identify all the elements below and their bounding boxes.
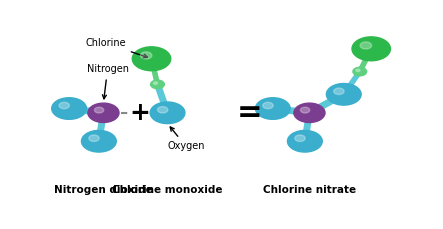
- Circle shape: [59, 102, 70, 109]
- Circle shape: [288, 131, 322, 152]
- Circle shape: [52, 98, 86, 119]
- Text: +: +: [130, 101, 151, 125]
- Circle shape: [263, 102, 273, 109]
- Circle shape: [94, 107, 104, 113]
- Text: Nitrogen dioxide: Nitrogen dioxide: [54, 185, 153, 195]
- Circle shape: [353, 67, 367, 76]
- Circle shape: [88, 103, 119, 123]
- Circle shape: [326, 84, 361, 105]
- Circle shape: [82, 131, 116, 152]
- Circle shape: [151, 80, 164, 89]
- Text: Nitrogen: Nitrogen: [86, 64, 128, 99]
- Circle shape: [256, 98, 290, 119]
- Circle shape: [360, 42, 372, 49]
- Text: Chlorine nitrate: Chlorine nitrate: [263, 185, 356, 195]
- Text: =: =: [237, 98, 263, 127]
- Circle shape: [89, 135, 99, 142]
- Circle shape: [150, 102, 185, 124]
- Circle shape: [352, 37, 390, 61]
- Circle shape: [132, 47, 171, 71]
- Circle shape: [157, 106, 168, 113]
- Circle shape: [294, 103, 325, 123]
- Circle shape: [153, 82, 158, 85]
- Circle shape: [140, 52, 152, 59]
- Circle shape: [334, 88, 344, 95]
- Text: Chlorine monoxide: Chlorine monoxide: [112, 185, 223, 195]
- Text: Chlorine: Chlorine: [85, 38, 148, 58]
- Text: Oxygen: Oxygen: [167, 127, 205, 151]
- Circle shape: [295, 135, 305, 142]
- Circle shape: [356, 69, 360, 72]
- Circle shape: [300, 107, 310, 113]
